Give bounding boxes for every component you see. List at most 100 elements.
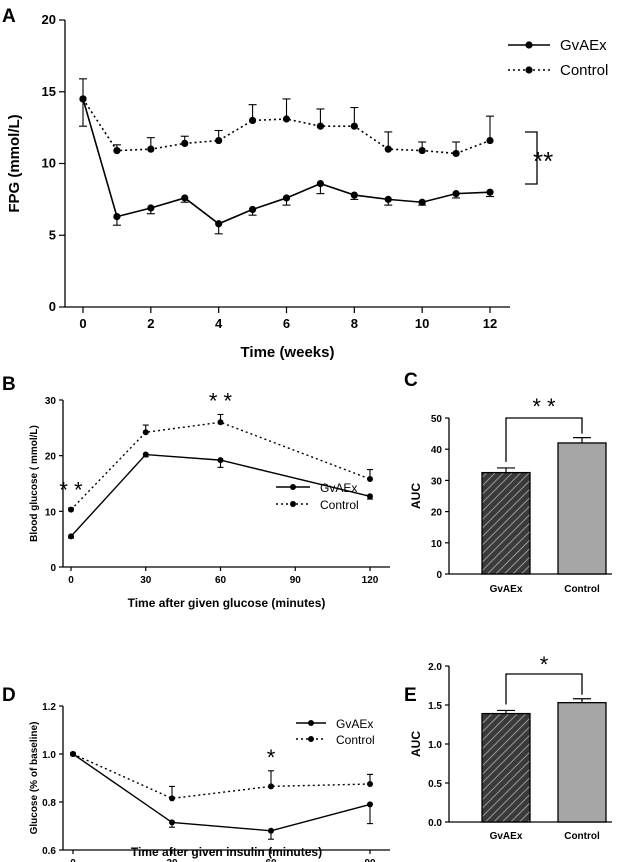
y-tick-label: 10 <box>431 539 443 550</box>
data-point-gvaex <box>142 451 149 458</box>
data-point-control <box>248 116 257 125</box>
legend-marker-gvaex <box>290 484 296 490</box>
data-point-gvaex <box>384 195 392 203</box>
y-tick-label: 40 <box>431 445 443 456</box>
significance-bracket <box>505 673 583 705</box>
legend-label-control: Control <box>560 62 608 79</box>
panel-a-x-axis-label: Time (weeks) <box>241 344 335 361</box>
panel-b-x-axis-label: Time after given glucose (minutes) <box>128 596 326 610</box>
category-label-control: Control <box>564 831 600 842</box>
data-point-gvaex <box>68 533 74 540</box>
panel-b-y-axis-label: Blood glucose ( mmol/L) <box>29 425 40 542</box>
legend-marker-gvaex <box>308 720 314 726</box>
x-tick-label: 90 <box>290 575 302 586</box>
y-tick-label: 0 <box>436 570 442 581</box>
data-point-gvaex <box>316 179 325 188</box>
panel-c-letter: C <box>404 370 418 391</box>
panel-d-y-axis-label: Glucose (% of baseline) <box>29 722 40 835</box>
data-point-gvaex <box>268 827 274 834</box>
y-tick-label: 20 <box>45 452 57 463</box>
legend-marker-gvaex <box>525 41 533 49</box>
data-point-gvaex <box>248 205 257 214</box>
x-tick-label: 2 <box>147 316 154 331</box>
x-tick-label: 0 <box>68 575 74 586</box>
panel-c-chart: C 0 10 20 30 40 50 AUC GvAEx Control * * <box>404 370 612 595</box>
data-point-gvaex <box>147 204 155 212</box>
series-line-gvaex <box>72 753 371 832</box>
legend-label-gvaex: GvAEx <box>320 481 357 495</box>
y-tick-label: 0 <box>50 563 56 574</box>
data-point-gvaex <box>282 194 291 202</box>
data-point-control <box>384 145 392 153</box>
significance-marker: * <box>267 745 276 770</box>
data-point-control <box>268 783 274 790</box>
panel-a-y-axis-label: FPG (mmol/L) <box>6 114 23 212</box>
data-point-control <box>79 95 87 103</box>
y-tick-label: 0.6 <box>42 846 56 857</box>
y-tick-label: 30 <box>431 476 443 487</box>
category-label-gvaex: GvAEx <box>490 831 523 842</box>
panel-e-chart: E 0.0 0.5 1.0 1.5 2.0 AUC GvAEx Control * <box>404 652 612 842</box>
panel-e-y-axis-label: AUC <box>409 731 423 757</box>
y-tick-label: 50 <box>431 414 443 425</box>
panel-b-letter: B <box>2 374 16 395</box>
legend-marker-control <box>525 66 533 74</box>
data-point-gvaex <box>367 801 373 808</box>
panel-a-chart: A 0 5 10 15 20 0 2 4 6 8 10 12 Time (weeks) FPG (mmol/… <box>2 6 608 361</box>
significance-bracket <box>505 417 583 462</box>
category-label-control: Control <box>564 584 600 595</box>
y-tick-label: 1.0 <box>42 750 56 761</box>
x-tick-label: 90 <box>364 858 376 862</box>
y-tick-label: 1.5 <box>428 701 442 712</box>
significance-marker: ** <box>533 146 553 176</box>
data-point-control <box>70 751 76 757</box>
y-tick-label: 10 <box>42 156 56 171</box>
y-tick-label: 30 <box>45 396 57 407</box>
data-point-gvaex <box>215 220 223 228</box>
bar-control <box>557 702 607 823</box>
y-tick-label: 5 <box>49 227 56 242</box>
bar-control <box>557 442 607 575</box>
significance-marker: * * <box>59 478 83 503</box>
significance-marker: * <box>540 652 549 677</box>
data-point-gvaex <box>350 191 358 199</box>
data-point-control <box>68 506 74 513</box>
panel-e-letter: E <box>404 685 417 706</box>
legend-label-gvaex: GvAEx <box>336 717 373 731</box>
data-point-control <box>350 122 358 130</box>
data-point-gvaex <box>486 188 494 196</box>
x-tick-label: 60 <box>265 858 277 862</box>
y-tick-label: 15 <box>42 84 56 99</box>
data-point-control <box>181 139 189 148</box>
data-point-control <box>486 136 494 145</box>
legend-marker-control <box>290 501 296 507</box>
x-tick-label: 8 <box>351 316 358 331</box>
data-point-gvaex <box>367 493 373 500</box>
data-point-control <box>142 429 149 436</box>
data-point-gvaex <box>113 212 121 221</box>
series-line-gvaex <box>70 453 371 537</box>
category-label-gvaex: GvAEx <box>490 584 523 595</box>
y-tick-label: 10 <box>45 507 57 518</box>
x-tick-label: 6 <box>283 316 290 331</box>
y-tick-label: 0.5 <box>428 779 442 790</box>
data-point-gvaex <box>418 198 426 206</box>
x-tick-label: 30 <box>166 858 178 862</box>
bar-gvaex <box>481 712 531 823</box>
x-tick-label: 10 <box>415 316 429 331</box>
legend-label-gvaex: GvAEx <box>560 37 607 54</box>
data-point-gvaex <box>169 819 175 826</box>
y-tick-label: 20 <box>42 12 56 27</box>
y-tick-label: 0.0 <box>428 818 442 829</box>
significance-bracket <box>525 131 538 185</box>
x-tick-label: 60 <box>215 575 227 586</box>
data-point-control <box>452 149 460 158</box>
data-point-control <box>282 115 291 123</box>
x-tick-label: 120 <box>362 575 379 586</box>
data-point-control <box>316 122 325 130</box>
bar-gvaex <box>481 471 531 575</box>
y-tick-label: 0.8 <box>42 798 56 809</box>
panel-b-chart: B 0 10 20 30 0 30 60 90 120 Time after given gluco… <box>2 374 390 610</box>
data-point-gvaex <box>181 194 189 202</box>
x-tick-label: 30 <box>140 575 152 586</box>
